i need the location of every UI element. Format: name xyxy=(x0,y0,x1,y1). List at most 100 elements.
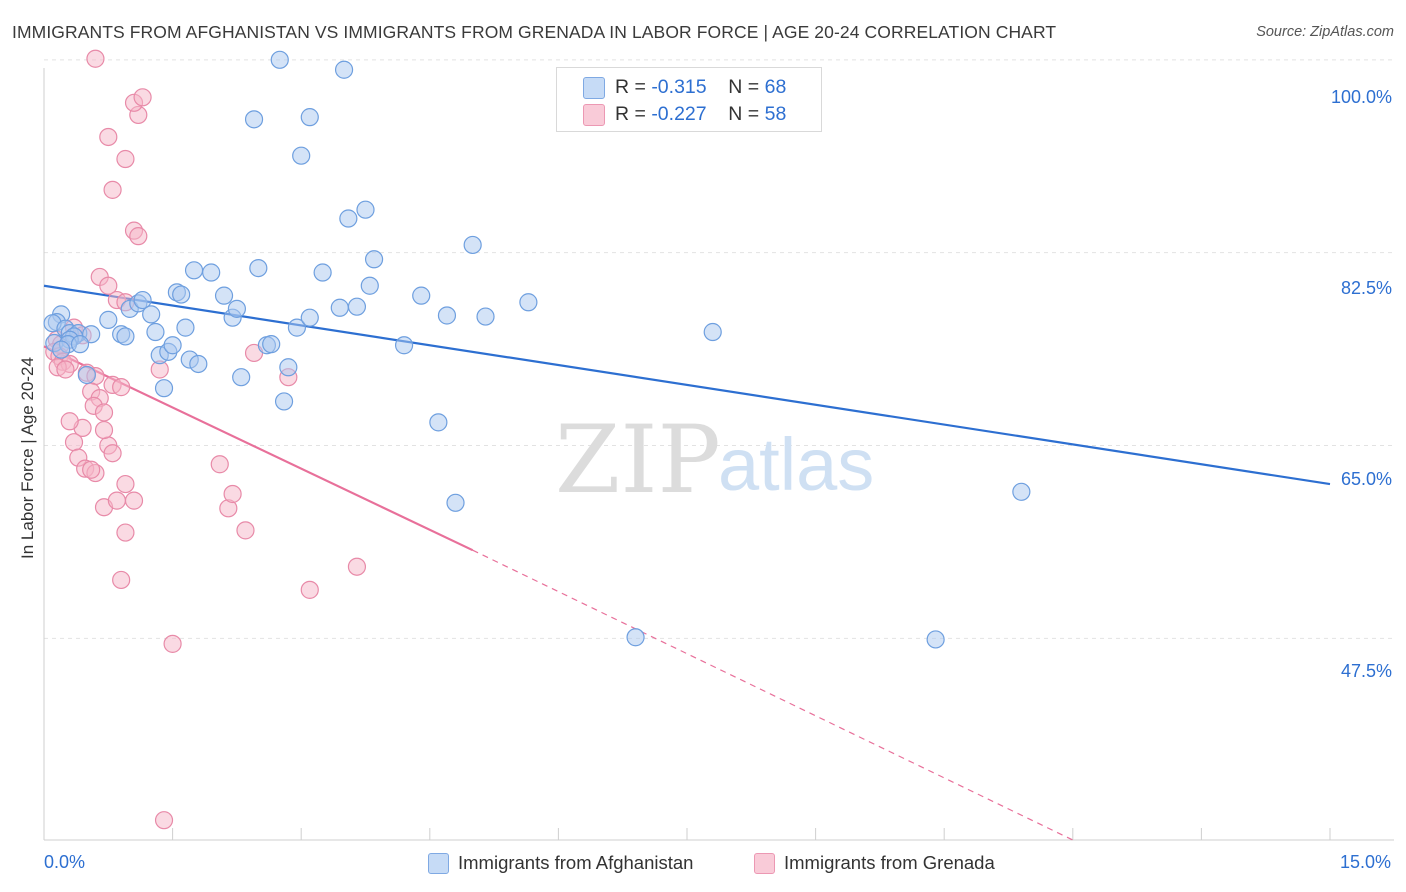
point-afghanistan xyxy=(189,354,208,374)
point-afghanistan xyxy=(347,297,367,316)
point-afghanistan xyxy=(287,318,307,337)
trend-layer xyxy=(43,284,1331,841)
point-grenada xyxy=(82,460,101,479)
point-grenada xyxy=(94,420,114,440)
point-afghanistan xyxy=(437,306,457,325)
point-afghanistan xyxy=(116,327,135,346)
y-axis-label: In Labor Force | Age 20-24 xyxy=(18,357,37,559)
point-afghanistan xyxy=(244,110,264,129)
point-grenada xyxy=(154,811,174,830)
point-afghanistan xyxy=(356,200,375,219)
point-afghanistan xyxy=(163,336,182,355)
point-grenada xyxy=(210,455,229,474)
y-tick-label-100: 100.0% xyxy=(1330,87,1392,107)
point-afghanistan xyxy=(300,308,319,327)
chart-title: IMMIGRANTS FROM AFGHANISTAN VS IMMIGRANT… xyxy=(12,22,1057,42)
point-afghanistan xyxy=(412,286,431,305)
legend-r-label: R = xyxy=(615,76,652,98)
point-afghanistan xyxy=(274,392,294,411)
legend-n-value-afghanistan: 68 xyxy=(764,76,787,98)
point-grenada xyxy=(112,378,131,397)
point-afghanistan xyxy=(133,290,152,310)
legend-r-value-grenada: -0.227 xyxy=(651,103,707,125)
point-grenada xyxy=(129,227,148,246)
legend-r-value-afghanistan: -0.315 xyxy=(651,76,707,98)
point-afghanistan xyxy=(339,209,358,228)
axis-layer xyxy=(43,68,1394,841)
point-afghanistan xyxy=(626,628,645,647)
point-afghanistan xyxy=(519,293,538,312)
y-tick-label-82-5: 82.5% xyxy=(1340,278,1392,298)
point-afghanistan xyxy=(184,261,204,280)
point-grenada xyxy=(60,412,79,431)
stats-legend: R = -0.315 N = 68 R = -0.227 N = 58 xyxy=(556,67,822,132)
point-afghanistan xyxy=(476,307,495,326)
bottom-legend-swatch-afghanistan xyxy=(428,853,449,874)
point-grenada xyxy=(116,149,135,169)
grid-layer xyxy=(44,59,1394,639)
y-tick-label-47-5: 47.5% xyxy=(1340,661,1392,681)
point-afghanistan xyxy=(394,336,414,355)
point-grenada xyxy=(124,491,144,510)
point-afghanistan xyxy=(232,368,251,387)
x-tick-label-max: 15.0% xyxy=(1340,852,1392,872)
point-afghanistan xyxy=(146,322,165,342)
legend-n-value-grenada: 58 xyxy=(764,103,787,125)
watermark-zip: ZIP xyxy=(555,406,721,515)
bottom-legend-swatch-grenada xyxy=(754,853,775,874)
point-afghanistan xyxy=(360,276,379,295)
point-grenada xyxy=(223,484,242,504)
point-afghanistan xyxy=(77,365,96,385)
bottom-legend-label-afghanistan: Immigrants from Afghanistan xyxy=(458,852,694,873)
point-grenada xyxy=(99,127,118,147)
point-grenada xyxy=(103,180,122,199)
point-afghanistan xyxy=(313,263,332,282)
point-afghanistan xyxy=(300,108,319,127)
point-grenada xyxy=(64,433,84,452)
point-afghanistan xyxy=(364,250,384,269)
point-afghanistan xyxy=(429,413,448,432)
point-afghanistan xyxy=(172,285,191,304)
point-grenada xyxy=(94,403,114,422)
point-afghanistan xyxy=(249,258,268,278)
point-grenada xyxy=(56,360,75,379)
point-afghanistan xyxy=(99,310,118,329)
point-afghanistan xyxy=(176,318,195,337)
point-afghanistan xyxy=(703,322,722,342)
point-afghanistan xyxy=(279,358,298,377)
source-label: Source: ZipAtlas.com xyxy=(1256,24,1394,40)
legend-r-label: R = xyxy=(615,103,652,125)
point-grenada xyxy=(236,521,255,540)
legend-n-label: N = xyxy=(728,103,765,125)
point-afghanistan xyxy=(334,60,354,79)
point-afghanistan xyxy=(292,146,311,165)
point-afghanistan xyxy=(446,493,465,512)
point-grenada xyxy=(99,276,118,295)
legend-swatch-afghanistan xyxy=(583,77,605,99)
point-afghanistan xyxy=(1012,482,1031,501)
point-afghanistan xyxy=(463,235,482,255)
point-grenada xyxy=(300,580,319,599)
point-afghanistan xyxy=(270,50,289,69)
point-afghanistan xyxy=(142,305,161,324)
point-afghanistan xyxy=(926,630,945,649)
point-grenada xyxy=(103,444,122,463)
trendline-grenada-extension xyxy=(472,549,1074,841)
point-grenada xyxy=(347,557,367,576)
bottom-legend-label-grenada: Immigrants from Grenada xyxy=(784,852,995,873)
watermark-atlas: atlas xyxy=(718,423,874,506)
point-afghanistan xyxy=(214,286,234,305)
point-afghanistan xyxy=(154,379,174,398)
point-grenada xyxy=(163,634,182,653)
legend-swatch-grenada xyxy=(583,104,605,126)
watermark: ZIP atlas xyxy=(555,406,874,515)
point-grenada xyxy=(107,491,126,510)
point-afghanistan xyxy=(202,263,221,282)
point-afghanistan xyxy=(52,340,71,359)
point-grenada xyxy=(112,570,131,590)
point-grenada xyxy=(86,49,105,68)
point-afghanistan xyxy=(227,299,246,318)
point-grenada xyxy=(116,523,135,542)
point-afghanistan xyxy=(330,298,349,317)
